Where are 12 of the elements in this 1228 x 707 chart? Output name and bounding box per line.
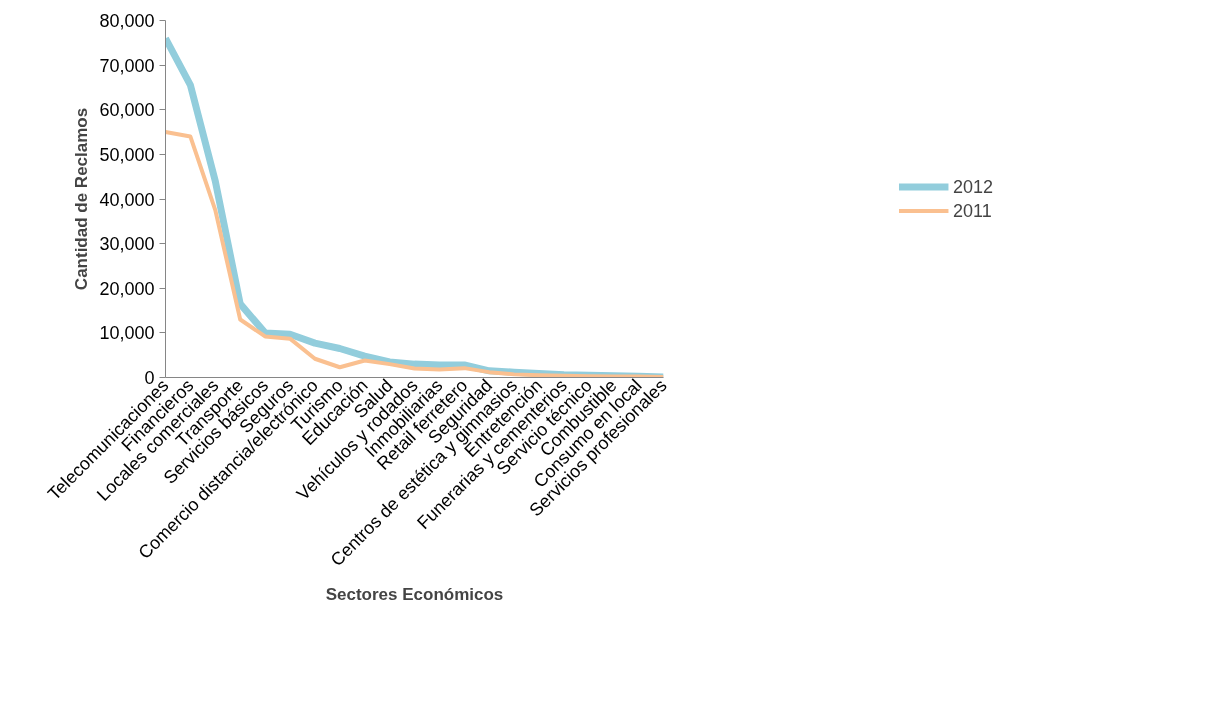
y-tick-label: 70,000	[99, 55, 155, 76]
y-tick-label: 50,000	[99, 144, 155, 165]
x-axis-title: Sectores Económicos	[325, 585, 504, 605]
y-tick-label: 60,000	[99, 100, 155, 121]
y-tick-label: 40,000	[99, 189, 155, 210]
y-tick-label: 80,000	[99, 11, 155, 31]
legend-label: 2011	[952, 200, 992, 221]
legend-label: 2012	[952, 176, 994, 197]
y-axis-title: Cantidad de Reclamos	[72, 107, 92, 291]
y-tick-label: 10,000	[99, 323, 155, 344]
y-tick-label: 20,000	[99, 278, 155, 299]
y-tick-label: 30,000	[99, 234, 155, 255]
